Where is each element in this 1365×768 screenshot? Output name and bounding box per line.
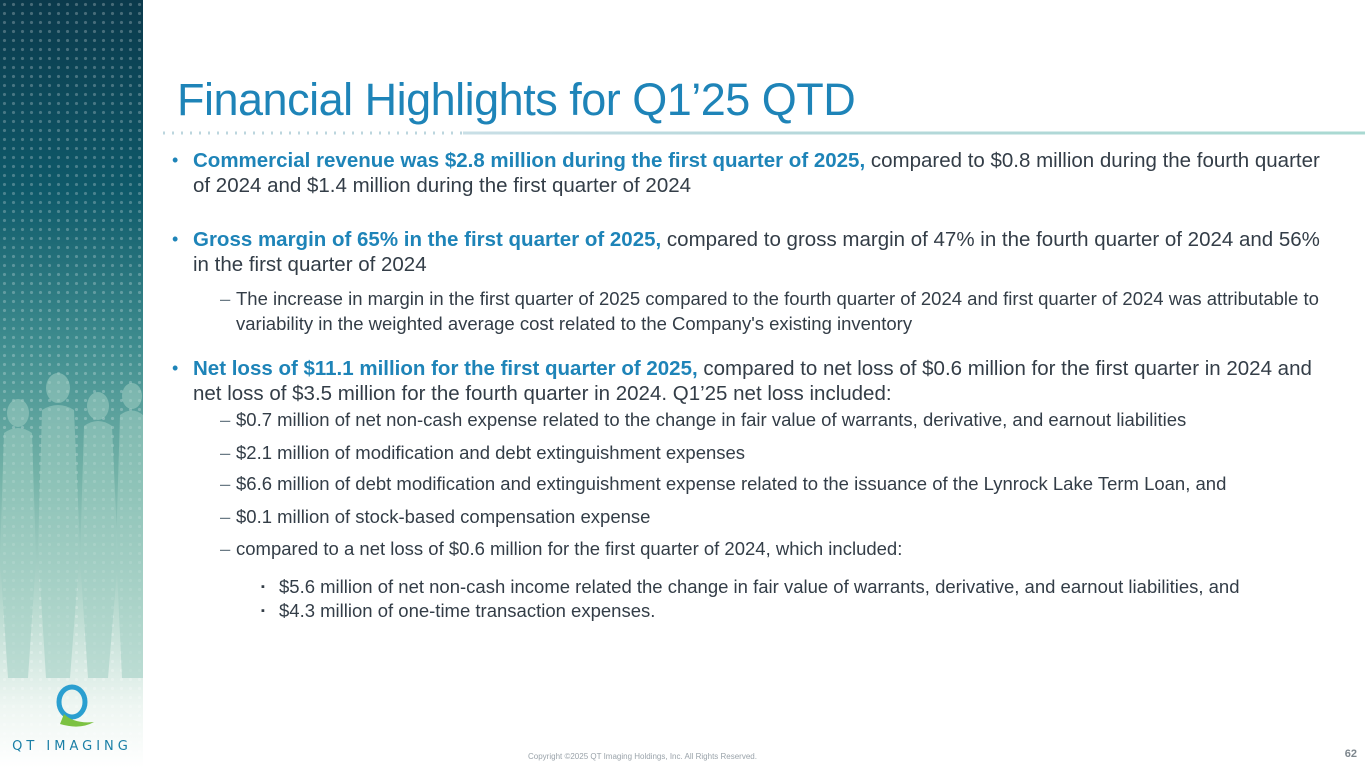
bullet-marker: • xyxy=(172,150,179,170)
sub-bullet-text: compared to a net loss of $0.6 million f… xyxy=(236,538,903,559)
logo-text: QT IMAGING xyxy=(12,739,132,754)
sub-bullet-lynrock: – $6.6 million of debt modification and e… xyxy=(172,473,1322,495)
slide-content: • Commercial revenue was $2.8 million dur… xyxy=(172,148,1322,623)
sub-bullet-margin-reason: – The increase in margin in the first qua… xyxy=(172,286,1322,336)
dash-marker: – xyxy=(220,442,231,463)
bullet-highlight: Net loss of $11.1 million for the first … xyxy=(193,357,698,380)
page-number: 62 xyxy=(1344,748,1357,760)
sub-bullet-text: The increase in margin in the first quar… xyxy=(236,288,1319,334)
bullet-net-loss: • Net loss of $11.1 million for the first… xyxy=(172,356,1322,406)
crowd-silhouette-graphic xyxy=(0,373,143,678)
qt-logo-icon xyxy=(56,684,94,727)
copyright-footer: Copyright ©2025 QT Imaging Holdings, Inc… xyxy=(528,752,757,761)
sub-bullet-text: $0.7 million of net non-cash expense rel… xyxy=(236,409,1187,430)
dash-marker: – xyxy=(220,473,231,494)
dash-marker: – xyxy=(220,538,231,559)
dash-marker: – xyxy=(220,506,231,527)
title-dotted-rule xyxy=(163,131,1365,135)
bullet-marker: • xyxy=(172,229,179,249)
side-decorative-panel: QT IMAGING xyxy=(0,0,143,768)
bullet-text: compared to $0.8 million during the four… xyxy=(193,149,1320,197)
bullet-text: compared to gross margin of 47% in the f… xyxy=(193,228,1320,276)
dash-marker: – xyxy=(220,288,231,309)
sub-sub-bullet-transaction: ▪ $4.3 million of one-time transaction ex… xyxy=(172,599,1322,623)
bullet-gross-margin: • Gross margin of 65% in the first quarte… xyxy=(172,227,1322,277)
company-logo: QT IMAGING xyxy=(10,684,134,754)
bullet-highlight: Commercial revenue was $2.8 million duri… xyxy=(193,149,866,172)
square-marker: ▪ xyxy=(261,605,265,617)
bullet-highlight: Gross margin of 65% in the first quarter… xyxy=(193,228,662,251)
bullet-text: compared to net loss of $0.6 million for… xyxy=(193,357,1312,405)
sub-sub-bullet-noncash-income: ▪ $5.6 million of net non-cash income re… xyxy=(172,575,1322,599)
bullet-commercial-revenue: • Commercial revenue was $2.8 million dur… xyxy=(172,148,1322,198)
sub-bullet-text: $6.6 million of debt modification and ex… xyxy=(236,473,1227,494)
slide-title: Financial Highlights for Q1’25 QTD xyxy=(177,74,856,125)
sub-bullet-warrants: – $0.7 million of net non-cash expense re… xyxy=(172,409,1322,431)
sub-sub-bullet-text: $5.6 million of net non-cash income rela… xyxy=(279,576,1240,597)
sub-bullet-stock-comp: – $0.1 million of stock-based compensatio… xyxy=(172,504,1322,529)
square-marker: ▪ xyxy=(261,581,265,593)
bullet-marker: • xyxy=(172,358,179,378)
sub-bullet-text: $2.1 million of modification and debt ex… xyxy=(236,442,746,463)
sub-bullet-text: $0.1 million of stock-based compensation… xyxy=(236,506,651,527)
dash-marker: – xyxy=(220,409,231,430)
sub-sub-bullet-text: $4.3 million of one-time transaction exp… xyxy=(279,600,656,621)
sub-bullet-modification: – $2.1 million of modification and debt e… xyxy=(172,440,1322,465)
sub-bullet-prior-year: – compared to a net loss of $0.6 million … xyxy=(172,536,1322,561)
